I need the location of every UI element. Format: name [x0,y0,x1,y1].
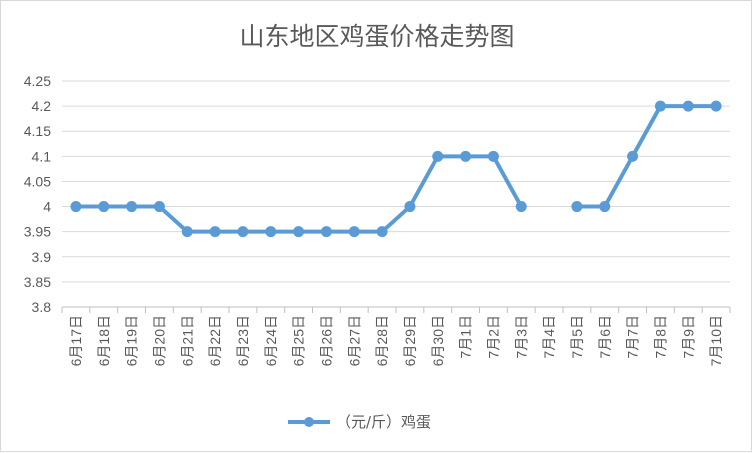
x-tick-label: 7月9日 [680,315,696,359]
chart-title: 山东地区鸡蛋价格走势图 [239,22,514,51]
data-point [348,226,360,238]
y-tick-label: 4.1 [32,148,52,164]
data-point [237,226,249,238]
legend-marker-swatch [304,417,314,427]
data-point [710,100,722,112]
x-tick-label: 7月8日 [652,315,668,359]
y-tick-label: 4.15 [24,123,51,139]
data-point [126,201,138,213]
data-point [571,201,583,213]
axes: 3.8 3.85 3.9 3.95 4 4.05 4.1 4.15 4.2 4.25 6月17日 6月… [24,73,731,366]
x-tick-label: 6月25日 [291,315,307,366]
x-tick-label: 6月21日 [179,315,195,366]
x-tick-label: 7月10日 [708,315,724,366]
x-tick-label: 7月7日 [625,315,641,359]
x-tick-label: 6月19日 [124,315,140,366]
x-tick-label: 6月28日 [374,315,390,366]
x-tick-label: 6月30日 [430,315,446,366]
x-tick-label: 6月18日 [96,315,112,366]
y-tick-label: 3.9 [32,249,52,265]
series-line [73,154,524,234]
x-tick-label: 7月1日 [458,315,474,359]
data-point [70,201,82,213]
data-point [682,100,694,112]
y-tick-label: 4.05 [24,173,51,189]
data-point [627,150,639,162]
x-tick-label: 6月20日 [151,315,167,366]
series-layer [70,100,722,238]
x-tick-label: 6月22日 [207,315,223,366]
data-point [515,201,527,213]
data-point [654,100,666,112]
x-tick-label: 6月26日 [318,315,334,366]
x-tick-label: 6月24日 [263,315,279,366]
data-point [432,150,444,162]
y-tick-label: 4.25 [24,73,51,89]
x-tick-label: 6月17日 [68,315,84,366]
data-point [293,226,305,238]
data-point [98,201,110,213]
gridlines [62,80,730,283]
y-tick-label: 3.8 [32,299,52,315]
x-tick-label: 7月2日 [485,315,501,359]
y-tick-label: 4 [43,199,51,215]
x-tick-label: 7月3日 [513,315,529,359]
legend: （元/斤）鸡蛋 [288,413,431,431]
x-tick-label: 6月29日 [402,315,418,366]
y-tick-label: 3.85 [24,274,51,290]
x-tick-label: 6月27日 [346,315,362,366]
data-point [181,226,193,238]
data-point [599,201,611,213]
data-point [265,226,277,238]
data-point [209,226,221,238]
x-tick-label: 7月5日 [569,315,585,359]
x-tick-label: 7月4日 [541,315,557,359]
data-point [404,201,416,213]
data-point [487,150,499,162]
y-tick-label: 4.2 [32,98,52,114]
legend-label: （元/斤）鸡蛋 [336,413,431,431]
data-point [153,201,165,213]
data-point [320,226,332,238]
data-point [460,150,472,162]
y-tick-label: 3.95 [24,224,51,240]
x-tick-label: 7月6日 [597,315,613,359]
data-point [376,226,388,238]
x-tick-label: 6月23日 [235,315,251,366]
